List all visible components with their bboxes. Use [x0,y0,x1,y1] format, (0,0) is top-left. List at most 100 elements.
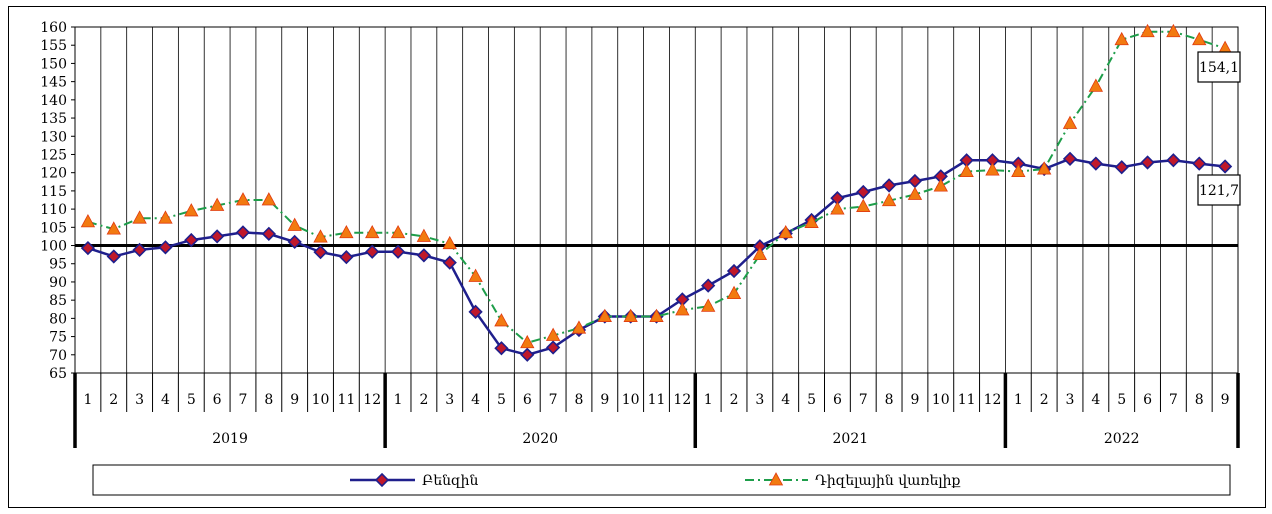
data-point [881,178,897,193]
data-point [1192,31,1207,46]
x-tick-label: 6 [833,392,842,408]
y-tick-label: 130 [40,129,67,145]
data-point [1114,160,1129,175]
y-tick-label: 70 [49,348,67,364]
y-tick-label: 80 [49,311,67,327]
data-point [985,162,1000,176]
data-point [390,224,406,239]
x-tick-label: 7 [859,392,868,408]
y-tick-label: 135 [40,111,67,127]
year-label: 2022 [1104,431,1140,447]
x-tick-label: 9 [910,392,919,408]
data-point [959,163,974,177]
x-tick-label: 11 [337,392,355,408]
data-label-box [1197,51,1241,83]
y-tick-label: 125 [40,147,67,163]
data-point [468,304,483,319]
data-point [106,221,121,235]
data-point [313,229,328,243]
data-point [804,214,819,228]
data-point [597,308,612,322]
data-point [830,201,845,215]
x-tick-label: 3 [445,392,454,408]
data-label-box [1197,174,1241,206]
x-tick-label: 9 [600,392,609,408]
data-point [80,240,96,256]
data-point [1088,156,1103,171]
year-label: 2020 [522,431,558,447]
x-tick-label: 8 [885,392,894,408]
data-point [856,184,871,200]
legend-label: Դիզելային վառելիք [815,473,961,489]
data-point [545,327,561,341]
x-tick-label: 1 [394,392,403,408]
data-point [701,298,716,312]
data-point [442,235,457,250]
data-point [649,308,664,322]
data-point [339,250,354,265]
x-tick-label: 8 [264,392,273,408]
y-tick-label: 85 [49,293,67,309]
data-point [132,242,147,258]
y-tick-label: 75 [49,330,67,346]
x-tick-label: 2 [1040,392,1049,408]
data-point [907,186,923,200]
data-label: 121,7 [1199,183,1239,199]
data-point [1192,156,1207,171]
data-point [184,232,199,248]
x-tick-label: 6 [523,392,532,408]
data-point [80,214,96,228]
data-point [132,210,147,224]
data-point [416,228,432,242]
legend-marker [374,472,390,488]
x-tick-label: 8 [1195,392,1204,408]
data-point [1140,23,1155,38]
data-point [881,192,897,207]
x-tick-label: 9 [1221,392,1230,408]
x-tick-label: 1 [704,392,713,408]
data-point [442,255,457,270]
x-tick-label: 10 [312,392,330,408]
data-point [235,225,251,240]
x-tick-label: 12 [363,392,381,408]
x-tick-label: 10 [622,392,640,408]
data-point [1166,153,1181,168]
x-tick-label: 12 [984,392,1002,408]
y-tick-label: 100 [40,239,67,255]
x-tick-label: 7 [239,392,248,408]
data-point [1114,31,1129,46]
data-point [416,248,432,263]
data-point [1062,151,1078,166]
x-tick-label: 4 [1091,392,1100,408]
x-tick-label: 2 [419,392,428,408]
data-point [494,313,509,327]
y-tick-label: 155 [40,38,67,54]
y-tick-label: 95 [49,257,67,273]
data-point [726,285,742,300]
x-tick-label: 2 [730,392,739,408]
series-line [87,157,1226,357]
year-label: 2021 [833,431,869,447]
x-tick-label: 7 [1169,392,1178,408]
data-point [106,249,121,264]
x-tick-label: 11 [958,392,976,408]
y-tick-label: 115 [40,184,67,200]
y-tick-label: 105 [40,220,67,236]
x-tick-label: 1 [83,392,92,408]
legend-marker [768,472,784,486]
data-point [494,341,509,356]
data-point [545,340,561,355]
x-tick-label: 4 [471,392,480,408]
series-line [87,30,1226,344]
data-point [1062,115,1078,129]
data-point [520,347,535,362]
data-point [933,178,948,192]
data-point [235,192,251,206]
data-point [701,278,716,293]
x-tick-label: 4 [161,392,170,408]
x-tick-label: 3 [1066,392,1075,408]
y-tick-label: 110 [40,202,67,218]
y-tick-label: 65 [49,366,67,382]
data-point [158,210,173,224]
data-point [1011,163,1026,177]
